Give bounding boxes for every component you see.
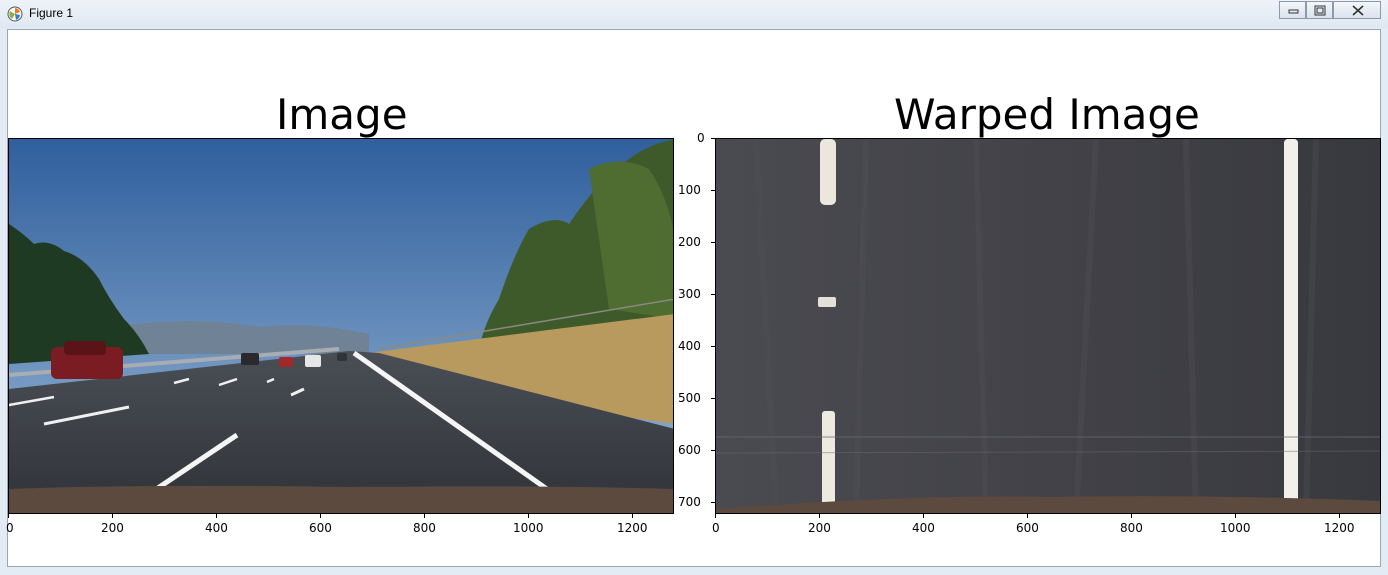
x-tick-label: 800 [413, 521, 436, 535]
x-tick-mark [1235, 514, 1236, 518]
y-tick-mark [711, 138, 715, 139]
x-tick-mark [8, 514, 9, 518]
y-tick-label: 600 [678, 443, 701, 457]
x-tick-mark [1339, 514, 1340, 518]
x-tick-mark [923, 514, 924, 518]
x-tick-label: 1200 [1324, 521, 1355, 535]
y-tick-label: 300 [678, 287, 701, 301]
minimize-button[interactable] [1279, 1, 1306, 19]
y-tick-label: 0 [697, 131, 705, 145]
matplotlib-icon [7, 6, 23, 22]
x-tick-label: 200 [101, 521, 124, 535]
restore-button[interactable] [1306, 1, 1333, 19]
y-tick-mark [711, 398, 715, 399]
x-tick-label: 1200 [617, 521, 648, 535]
y-tick-label: 200 [678, 235, 701, 249]
x-tick-mark [320, 514, 321, 518]
x-tick-mark [1027, 514, 1028, 518]
y-tick-label: 500 [678, 391, 701, 405]
y-tick-mark [711, 242, 715, 243]
x-tick-mark [216, 514, 217, 518]
figure-canvas: Image [6, 29, 1381, 567]
x-tick-label: 1000 [1220, 521, 1251, 535]
x-tick-label: 400 [205, 521, 228, 535]
x-tick-label: 400 [912, 521, 935, 535]
x-tick-label: 0 [6, 521, 14, 535]
x-tick-mark [715, 514, 716, 518]
y-tick-mark [711, 190, 715, 191]
y-tick-label: 400 [678, 339, 701, 353]
right-panel-title: Warped Image [894, 90, 1200, 139]
title-bar[interactable]: Figure 1 [0, 0, 1388, 28]
x-tick-mark [819, 514, 820, 518]
right-image-axes [715, 138, 1381, 514]
restore-icon [1314, 5, 1326, 16]
x-tick-mark [1131, 514, 1132, 518]
minimize-icon [1288, 9, 1299, 14]
x-tick-label: 800 [1120, 521, 1143, 535]
y-tick-mark [711, 346, 715, 347]
close-button[interactable] [1333, 1, 1381, 19]
x-tick-label: 600 [1016, 521, 1039, 535]
x-tick-label: 1000 [513, 521, 544, 535]
y-tick-mark [711, 450, 715, 451]
window-title: Figure 1 [29, 6, 74, 20]
y-tick-mark [711, 502, 715, 503]
x-tick-mark [632, 514, 633, 518]
y-tick-label: 100 [678, 183, 701, 197]
x-tick-label: 0 [712, 521, 720, 535]
y-tick-mark [711, 294, 715, 295]
x-tick-mark [528, 514, 529, 518]
left-panel-title: Image [276, 90, 408, 139]
left-image-axes [8, 138, 674, 514]
y-tick-label: 700 [678, 495, 701, 509]
birds-eye-lane-view [716, 139, 1380, 513]
x-tick-label: 200 [808, 521, 831, 535]
road-scene-photo [9, 139, 673, 513]
x-tick-mark [112, 514, 113, 518]
close-icon [1352, 5, 1364, 16]
x-tick-label: 600 [309, 521, 332, 535]
x-tick-mark [424, 514, 425, 518]
